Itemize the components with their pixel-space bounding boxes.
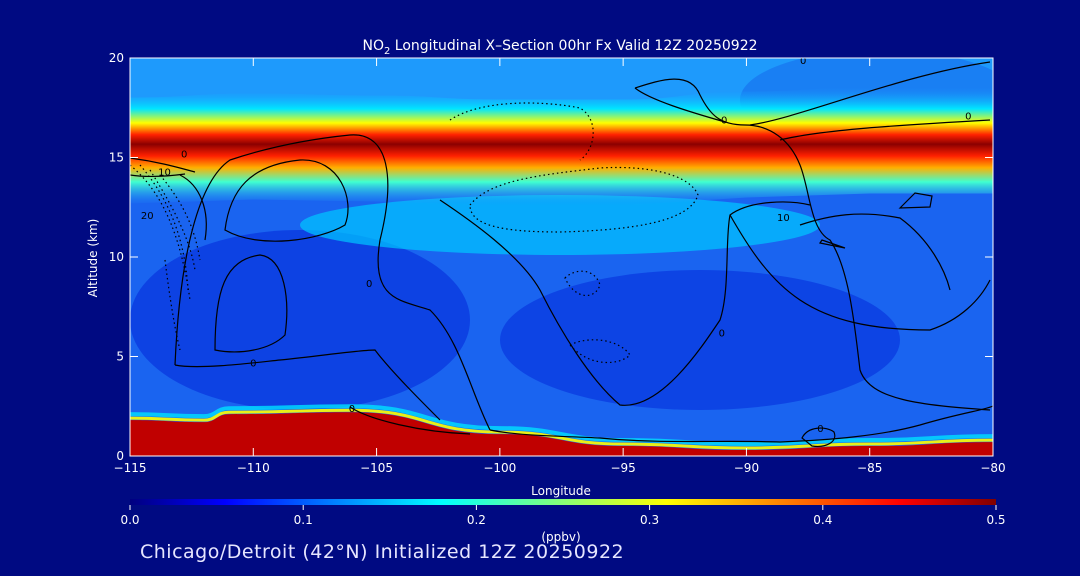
x-tick-label: −80: [980, 461, 1005, 475]
heatmap-field: 0 10 20 0 0 0 0 0 0 0 10 0: [130, 56, 993, 456]
x-tick-label: −85: [857, 461, 882, 475]
contour-label: 0: [349, 404, 355, 415]
contour-line: [489, 405, 993, 443]
y-tick-label: 20: [109, 51, 124, 65]
contour-line: [224, 159, 349, 242]
contour-line: [130, 164, 191, 301]
contour-line: [179, 174, 207, 241]
contour-line: [214, 254, 288, 353]
contour-line: [898, 192, 933, 209]
contour-label: 20: [141, 211, 154, 222]
contour-label: 0: [719, 329, 725, 340]
contour-line: [564, 270, 601, 296]
contour-line: [130, 173, 186, 178]
contour-line: [729, 214, 991, 331]
y-tick-label: 5: [116, 350, 124, 364]
y-tick-label: 15: [109, 151, 124, 165]
y-tick-label: 0: [116, 449, 124, 463]
x-tick-label: −105: [360, 461, 393, 475]
colorbar-tick-label: 0.0: [120, 513, 139, 527]
contour-line: [779, 119, 991, 141]
contour-labels: 0 10 20 0 0 0 0 0 0 0 10 0: [141, 56, 972, 435]
contour-label: 10: [158, 167, 171, 178]
surface-no2-layer: [130, 412, 993, 456]
chart-title: NO2 Longitudinal X–Section 00hr Fx Valid…: [362, 38, 757, 57]
contour-line: [634, 87, 726, 123]
mid-blue-region: [130, 230, 470, 410]
contour-label: 0: [817, 424, 823, 435]
contour-label: 0: [366, 279, 372, 290]
surface-layer-edge: [130, 408, 993, 450]
no2-max-layer: [130, 87, 993, 206]
x-tick-label: −100: [483, 461, 516, 475]
colorbar-label: (ppbv): [541, 530, 580, 544]
contour-label: 0: [721, 116, 727, 127]
contour-line: [174, 349, 441, 421]
surface-layer-cyan-edge: [130, 404, 993, 447]
contour-line: [449, 102, 594, 161]
contour-label: 0: [250, 358, 256, 369]
x-tick-label: −95: [610, 461, 635, 475]
contour-line: [799, 213, 951, 291]
contour-line: [159, 174, 201, 261]
contour-line: [174, 134, 491, 431]
contour-line: [439, 199, 811, 406]
mid-blue-region-2: [500, 270, 900, 410]
contour-label: 0: [965, 112, 971, 123]
x-axis-label: Longitude: [531, 484, 591, 498]
y-axis-label: Altitude (km): [86, 219, 100, 298]
contour-lines: [130, 61, 993, 447]
colorbar-ticks: 0.0 0.1 0.2 0.3 0.4 0.5: [120, 505, 1006, 527]
contour-line: [749, 61, 991, 126]
upper-trop-cyan: [300, 195, 820, 255]
colorbar: 0.0 0.1 0.2 0.3 0.4 0.5 (ppbv): [120, 499, 1006, 544]
contour-line: [469, 166, 699, 233]
colorbar-tick-label: 0.5: [986, 513, 1005, 527]
contour-line: [349, 406, 471, 435]
x-axis: −115 −110 −105 −100 −95 −90 −85 −80: [114, 58, 1006, 475]
contour-label: 0: [800, 56, 806, 67]
contour-line: [149, 169, 196, 271]
y-axis: 0 5 10 15 20: [109, 51, 993, 463]
contour-line: [819, 239, 846, 249]
colorbar-gradient: [130, 499, 996, 505]
contour-line: [801, 427, 836, 447]
contour-line: [130, 157, 196, 173]
x-tick-label: −90: [734, 461, 759, 475]
contour-line: [634, 78, 991, 411]
dotted-contours: [130, 102, 699, 364]
colorbar-tick-label: 0.4: [813, 513, 832, 527]
footer-caption: Chicago/Detroit (42°N) Initialized 12Z 2…: [140, 541, 625, 563]
colorbar-tick-label: 0.1: [294, 513, 313, 527]
y-tick-label: 10: [109, 250, 124, 264]
x-tick-label: −110: [237, 461, 270, 475]
x-tick-label: −115: [114, 461, 147, 475]
contour-label: 10: [777, 213, 790, 224]
colorbar-tick-label: 0.2: [467, 513, 486, 527]
contour-label: 0: [181, 150, 187, 161]
colorbar-tick-label: 0.3: [640, 513, 659, 527]
